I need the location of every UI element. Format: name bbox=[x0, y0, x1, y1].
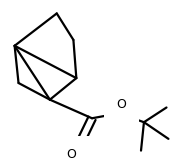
Text: O: O bbox=[67, 148, 76, 161]
Text: O: O bbox=[116, 98, 126, 111]
